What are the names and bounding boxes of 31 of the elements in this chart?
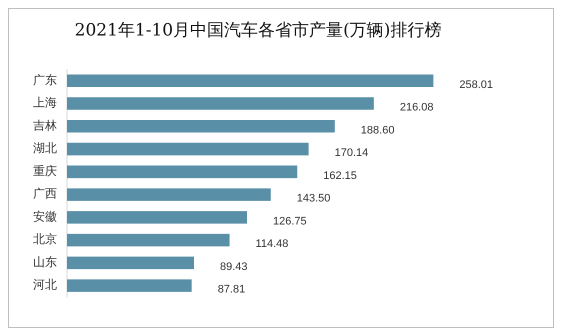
data-label: 216.08	[400, 102, 434, 114]
data-label: 188.60	[360, 124, 394, 136]
y-tick-label: 河北	[33, 278, 57, 292]
data-label: 170.14	[334, 147, 368, 160]
data-label: 114.48	[256, 238, 288, 250]
bar	[67, 279, 192, 292]
y-tick-label: 山东	[33, 254, 57, 269]
data-label: 89.43	[220, 260, 248, 273]
y-tick-label: 上海	[33, 96, 57, 110]
bar	[67, 166, 298, 178]
y-tick-label: 湖北	[33, 141, 57, 156]
bar	[67, 97, 374, 110]
data-label: 126.75	[272, 215, 307, 228]
chart-title: 2021年1-10月中国汽车各省市产量(万辆)排行榜	[74, 20, 442, 41]
bar	[67, 74, 434, 88]
bar	[67, 234, 230, 246]
y-tick-label: 吉林	[33, 118, 57, 132]
data-label: 258.01	[459, 78, 494, 91]
bar	[67, 256, 194, 270]
y-tick-label: 北京	[33, 232, 57, 246]
bar	[67, 211, 247, 224]
data-label: 162.15	[323, 170, 357, 182]
bar	[67, 188, 271, 201]
bar	[67, 120, 335, 133]
y-tick-label: 广西	[33, 186, 57, 201]
y-tick-label: 安徽	[33, 209, 57, 224]
data-label: 143.50	[296, 192, 330, 205]
y-tick-label: 广东	[33, 72, 57, 87]
y-tick-label: 重庆	[33, 164, 57, 178]
bar	[67, 142, 309, 156]
data-label: 87.81	[218, 284, 246, 296]
